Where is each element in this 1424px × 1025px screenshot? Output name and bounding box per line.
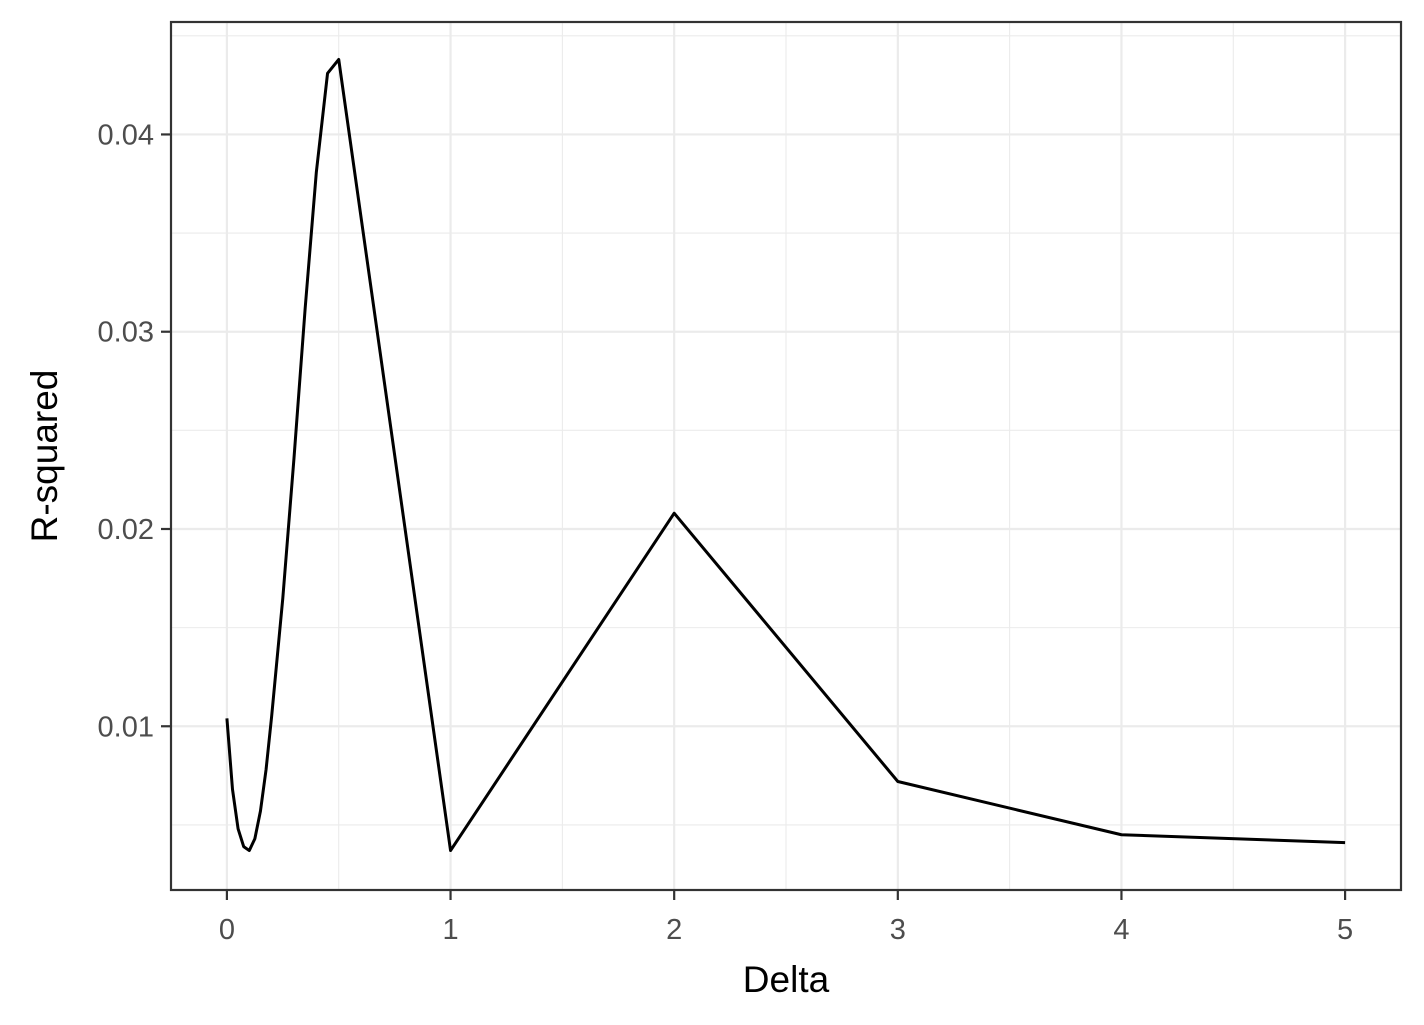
y-tick-label-2: 0.03 bbox=[98, 317, 154, 349]
x-tick-label-1: 1 bbox=[442, 914, 458, 946]
y-tick-label-1: 0.02 bbox=[98, 514, 154, 546]
panel-border bbox=[169, 20, 1403, 892]
x-tick-label-3: 3 bbox=[890, 914, 906, 946]
y-axis-title: R-squared bbox=[24, 370, 65, 543]
x-axis: 0 1 2 3 4 5 bbox=[219, 890, 1353, 946]
x-tick-label-0: 0 bbox=[219, 914, 235, 946]
series-line-0 bbox=[225, 57, 1346, 853]
y-tick-label-3: 0.04 bbox=[98, 119, 154, 151]
series-layer bbox=[225, 57, 1346, 853]
y-tick-label-0: 0.01 bbox=[98, 711, 154, 743]
x-axis-title: Delta bbox=[743, 959, 830, 1000]
x-tick-label-2: 2 bbox=[666, 914, 682, 946]
y-axis: 0.01 0.02 0.03 0.04 bbox=[98, 119, 171, 743]
x-tick-label-5: 5 bbox=[1337, 914, 1353, 946]
x-tick-label-4: 4 bbox=[1113, 914, 1129, 946]
minor-gridlines bbox=[171, 22, 1401, 890]
